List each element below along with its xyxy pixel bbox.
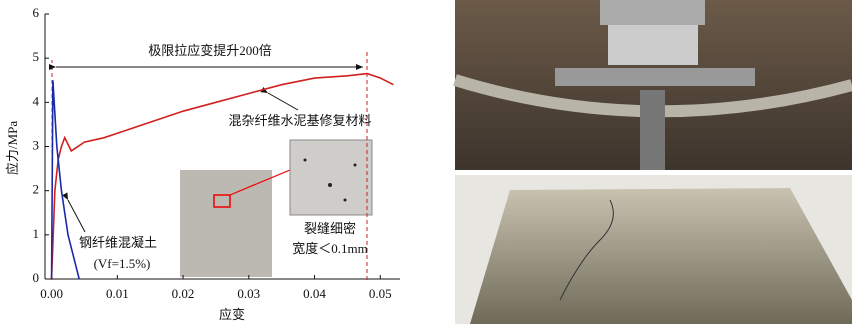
annotation: (Vf=1.5%)	[94, 256, 151, 271]
x-axis-title: 应变	[219, 307, 245, 322]
y-tick-label: 5	[33, 49, 40, 64]
annotation: 裂缝细密	[304, 221, 356, 236]
series-label: 混杂纤维水泥基修复材料	[228, 113, 371, 128]
annotation: 极限拉应变提升200倍	[148, 43, 272, 58]
page: {"chart_data": {"type": "line", "y_label…	[0, 0, 852, 324]
inset-photo	[180, 140, 372, 277]
y-tick-label: 6	[33, 5, 40, 20]
label-arrow	[268, 93, 298, 110]
photo-specimen	[455, 175, 852, 324]
x-tick-label: 0.01	[106, 286, 129, 301]
y-tick-label: 4	[33, 93, 40, 108]
x-tick-label: 0.00	[40, 286, 63, 301]
label-arrow	[68, 200, 85, 232]
series-label: 钢纤维混凝土	[79, 235, 157, 250]
y-tick-label: 1	[33, 226, 40, 241]
y-tick-label: 3	[33, 137, 40, 152]
photo-test-rig	[455, 0, 852, 170]
y-axis-title: 应力/MPa	[5, 121, 20, 175]
y-tick-label: 2	[33, 182, 40, 197]
annotation: 宽度＜0.1mm	[292, 241, 367, 256]
x-tick-label: 0.05	[369, 286, 392, 301]
x-tick-label: 0.03	[237, 286, 260, 301]
x-tick-label: 0.02	[172, 286, 195, 301]
y-tick-label: 0	[33, 270, 40, 285]
x-tick-label: 0.04	[303, 286, 326, 301]
figure: 应变 应力/MPa 极限拉应变提升200倍 混杂纤维水泥基修复材料 钢纤维混凝土…	[0, 0, 852, 324]
